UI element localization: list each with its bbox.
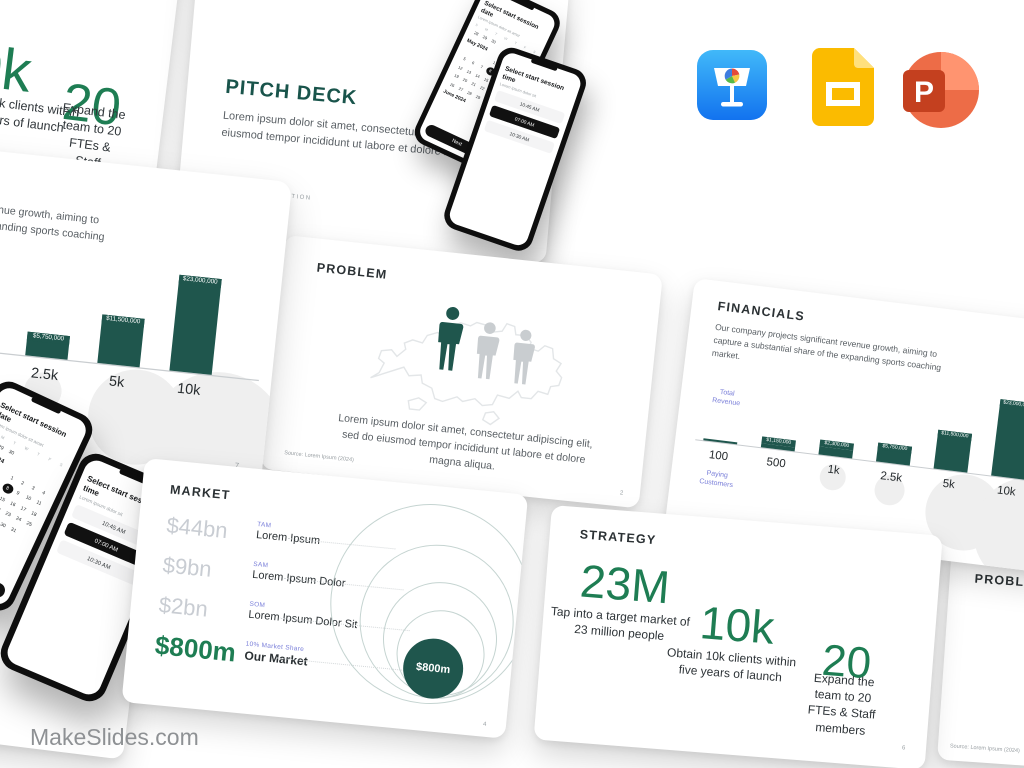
y-axis-label: Total Revenue [711, 388, 741, 408]
market-value: $2bn [157, 592, 209, 622]
stat-number: 10k [0, 28, 36, 105]
person-icon-gray [513, 329, 535, 385]
market-value: $9bn [161, 552, 213, 582]
slide-title: FINANCIALS [716, 299, 806, 324]
market-row-our: $800m [153, 629, 238, 669]
market-row-sam: $9bn [162, 552, 213, 583]
google-slides-icon[interactable] [812, 48, 874, 131]
stat-number: 23M [578, 554, 672, 614]
market-row-our-labels: 10% Market Share Our Market [244, 641, 309, 669]
site-logo[interactable]: MakeSlides.com [30, 724, 199, 750]
stat-number: 10k [698, 596, 777, 654]
x-tick-label: 100 [708, 449, 729, 464]
map-outline [370, 321, 563, 426]
stat-caption: Expand the team to 20 FTEs & Staff membe… [807, 670, 876, 738]
stat-caption: Obtain 10k clients within five years of … [666, 645, 797, 685]
page-number: 2 [619, 490, 624, 497]
slide-title: STRATEGY [579, 527, 657, 548]
slide-title: PROBLEM [316, 260, 389, 282]
x-tick-label: 5k [108, 374, 125, 391]
keynote-icon[interactable] [697, 50, 767, 125]
page-number: 6 [901, 745, 906, 752]
x-axis-label: Paying Customers [698, 469, 734, 490]
x-tick-label: 10k [996, 484, 1017, 499]
person-icon-primary [438, 306, 464, 371]
person-icon-gray [476, 322, 500, 380]
slide-strategy[interactable]: STRATEGY 23M Tap into a target market of… [533, 505, 943, 768]
x-tick-label: 500 [765, 456, 787, 471]
market-row-tam-labels: TAM Lorem Ipsum [256, 521, 322, 547]
slide-problem-partial[interactable]: PROBLEM Source: Lorem Ipsum (2024) [937, 545, 1024, 768]
market-value: $800m [153, 629, 238, 668]
revenue-bar [991, 399, 1024, 480]
slide-problem[interactable]: PROBLEM Lorem ipsum dolor sit amet, cons… [260, 235, 663, 509]
financials-intro: Our company projects significant revenue… [0, 184, 106, 243]
x-tick-label: 10k [176, 381, 202, 399]
market-value: $44bn [165, 512, 229, 544]
x-tick-label: 5k [941, 477, 956, 492]
svg-text:P: P [914, 76, 934, 109]
slide-title: MARKET [169, 482, 232, 503]
source-note: Source: Lorem Ipsum (2024) [949, 743, 1021, 755]
market-row-som: $2bn [158, 592, 209, 623]
stat-caption: Tap into a target market of 23 million p… [550, 604, 691, 644]
slide-title: PROBLEM [974, 571, 1024, 591]
financials-intro: Our company projects significant revenue… [711, 321, 942, 373]
calendar-next-button: Next [0, 551, 8, 600]
x-tick-label: 2.5k [879, 470, 903, 485]
revenue-bar [169, 274, 222, 375]
slide-market[interactable]: MARKET $44bn TAM Lorem Ipsum $9bn SAM Lo… [121, 458, 529, 739]
powerpoint-icon[interactable]: P [899, 50, 979, 135]
market-row-tam: $44bn [165, 512, 228, 544]
x-tick-label: 2.5k [30, 366, 59, 384]
x-tick-label: 1k [826, 463, 841, 478]
cover-title: PITCH DECK [224, 75, 359, 110]
page-number: 4 [482, 721, 487, 728]
